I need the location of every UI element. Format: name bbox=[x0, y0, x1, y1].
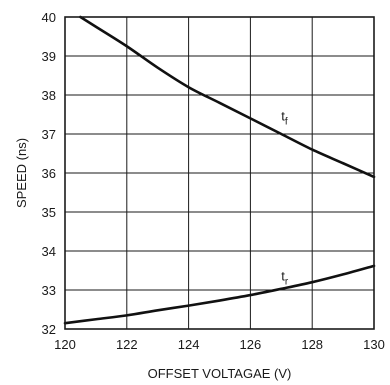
y-axis-label: SPEED (ns) bbox=[14, 138, 29, 208]
curve-label-subscript: r bbox=[285, 276, 289, 287]
curve-label-subscript: f bbox=[285, 116, 288, 127]
x-tick-label: 128 bbox=[301, 337, 323, 352]
series-line-tf bbox=[79, 15, 376, 179]
series-line-tr bbox=[63, 264, 376, 325]
x-tick-label: 130 bbox=[363, 337, 385, 352]
x-tick-label: 120 bbox=[54, 337, 76, 352]
y-tick-label: 37 bbox=[42, 127, 56, 142]
y-tick-label: 34 bbox=[42, 244, 56, 259]
x-tick-label: 126 bbox=[240, 337, 262, 352]
y-tick-label: 38 bbox=[42, 88, 56, 103]
plot-frame bbox=[64, 16, 375, 330]
curve-label-main: t bbox=[281, 108, 285, 123]
y-tick-label: 32 bbox=[42, 322, 56, 337]
y-tick-labels: 32 33 34 35 36 37 38 39 40 bbox=[42, 10, 56, 337]
curve-label-tf: tf bbox=[281, 108, 288, 127]
series-group bbox=[63, 15, 376, 325]
y-tick-label: 40 bbox=[42, 10, 56, 25]
grid bbox=[64, 16, 375, 330]
x-tick-label: 122 bbox=[116, 337, 138, 352]
y-tick-label: 35 bbox=[42, 205, 56, 220]
x-tick-labels: 120 122 124 126 128 130 bbox=[54, 337, 385, 352]
x-axis-label: OFFSET VOLTAGAE (V) bbox=[148, 366, 292, 381]
x-tick-label: 124 bbox=[178, 337, 200, 352]
y-tick-label: 36 bbox=[42, 166, 56, 181]
curve-label-tr: tr bbox=[281, 268, 289, 287]
y-tick-label: 39 bbox=[42, 49, 56, 64]
curve-label-main: t bbox=[281, 268, 285, 283]
y-tick-label: 33 bbox=[42, 283, 56, 298]
